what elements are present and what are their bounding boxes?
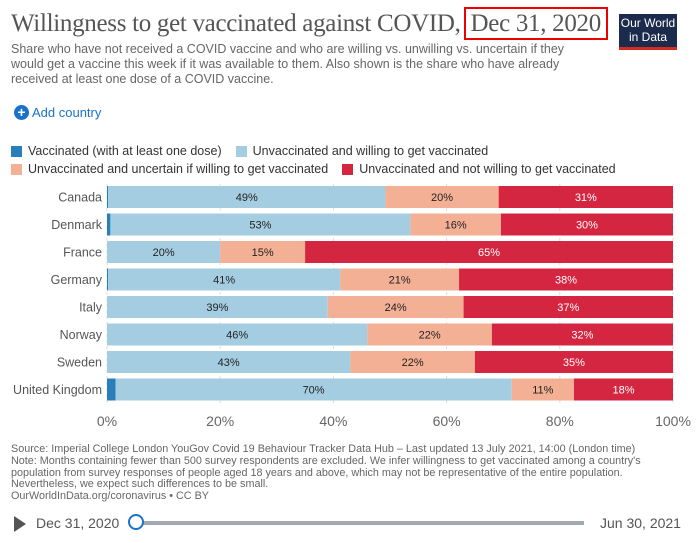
x-tick-label: 100% bbox=[655, 413, 691, 429]
category-label: France bbox=[63, 246, 102, 260]
legend-label: Unvaccinated and willing to get vaccinat… bbox=[252, 144, 489, 158]
data-label: 53% bbox=[249, 220, 271, 232]
owid-logo[interactable]: Our World in Data bbox=[619, 14, 677, 50]
data-label: 15% bbox=[252, 247, 274, 259]
x-tick-label: 0% bbox=[97, 413, 117, 429]
plus-circle-icon: + bbox=[14, 105, 29, 120]
category-label: Italy bbox=[79, 301, 103, 315]
legend-label: Unvaccinated and not willing to get vacc… bbox=[359, 162, 616, 176]
chart-subtitle: Share who have not received a COVID vacc… bbox=[11, 42, 565, 86]
data-label: 39% bbox=[206, 302, 228, 314]
data-label: 22% bbox=[419, 330, 441, 342]
data-label: 43% bbox=[218, 357, 240, 369]
legend-item-willing[interactable]: Unvaccinated and willing to get vaccinat… bbox=[235, 144, 489, 158]
data-label: 20% bbox=[153, 247, 175, 259]
bar-segment bbox=[107, 213, 111, 236]
bar-segment bbox=[573, 378, 673, 401]
legend-label: Unvaccinated and uncertain if willing to… bbox=[28, 162, 329, 176]
data-label: 37% bbox=[557, 302, 579, 314]
x-tick-label: 80% bbox=[546, 413, 574, 429]
legend-swatch bbox=[342, 163, 354, 175]
legend-swatch bbox=[11, 145, 22, 157]
bar-segment bbox=[110, 213, 411, 236]
timeline-end-label: Jun 30, 2021 bbox=[600, 515, 681, 531]
timeline-start-label: Dec 31, 2020 bbox=[36, 515, 120, 531]
bar-segment bbox=[500, 213, 673, 236]
bar-segment bbox=[107, 268, 109, 291]
data-label: 24% bbox=[385, 302, 407, 314]
bar-segment bbox=[327, 296, 464, 318]
bar-segment bbox=[459, 268, 673, 291]
category-label: Germany bbox=[51, 273, 103, 287]
bar-segment bbox=[511, 378, 574, 401]
add-country-button[interactable]: + Add country bbox=[14, 105, 101, 120]
legend-item-uncertain[interactable]: Unvaccinated and uncertain if willing to… bbox=[11, 162, 328, 176]
bar-segment bbox=[410, 213, 501, 236]
data-label: 18% bbox=[612, 385, 634, 397]
legend-swatch bbox=[11, 163, 22, 175]
category-label: Denmark bbox=[51, 218, 102, 232]
bar-segment bbox=[367, 323, 492, 346]
data-label: 11% bbox=[532, 385, 553, 397]
chart-title: Willingness to get vaccinated against CO… bbox=[11, 7, 608, 40]
note-text: Note: Months containing fewer than 500 s… bbox=[11, 454, 641, 491]
category-label: Canada bbox=[58, 191, 102, 205]
add-country-label: Add country bbox=[32, 105, 102, 120]
timeline-track[interactable] bbox=[134, 521, 584, 525]
legend: Vaccinated (with at least one dose) Unva… bbox=[11, 142, 616, 178]
source-text: Source: Imperial College London YouGov C… bbox=[11, 443, 636, 455]
bar-segment bbox=[107, 241, 221, 263]
data-label: 70% bbox=[303, 385, 325, 397]
bar-segment bbox=[107, 296, 328, 318]
legend-item-unwilling[interactable]: Unvaccinated and not willing to get vacc… bbox=[342, 162, 616, 176]
data-label: 38% bbox=[555, 275, 577, 287]
category-label: Norway bbox=[60, 328, 103, 342]
category-label: Sweden bbox=[57, 356, 102, 370]
data-label: 35% bbox=[563, 357, 585, 369]
bar-segment bbox=[107, 186, 109, 208]
category-label: United Kingdom bbox=[13, 383, 102, 397]
data-label: 32% bbox=[571, 330, 593, 342]
title-text: Willingness to get vaccinated against CO… bbox=[11, 10, 461, 37]
license-link[interactable]: OurWorldInData.org/coronavirus • CC BY bbox=[11, 490, 209, 503]
bar-segment bbox=[115, 378, 512, 401]
footer: Source: Imperial College London YouGov C… bbox=[11, 443, 691, 503]
legend-label: Vaccinated (with at least one dose) bbox=[28, 144, 222, 158]
data-label: 22% bbox=[402, 357, 424, 369]
data-label: 65% bbox=[478, 247, 500, 259]
x-tick-label: 20% bbox=[206, 413, 234, 429]
bar-segment bbox=[340, 268, 460, 291]
data-label: 49% bbox=[236, 192, 258, 204]
stacked-bar-chart: 0% 20% 40% 60% 80% 100% Canada 49% 20% 31% Denmark… bbox=[13, 184, 691, 429]
data-label: 31% bbox=[575, 192, 597, 204]
data-label: 20% bbox=[431, 192, 453, 204]
bar-segment bbox=[220, 241, 306, 263]
bar-segment bbox=[305, 241, 673, 263]
bar-segment bbox=[108, 268, 341, 291]
legend-item-vaccinated[interactable]: Vaccinated (with at least one dose) bbox=[11, 144, 222, 158]
data-label: 21% bbox=[389, 275, 411, 287]
timeline-handle[interactable] bbox=[128, 514, 144, 530]
x-tick-label: 40% bbox=[319, 413, 347, 429]
bar-segment bbox=[463, 296, 673, 318]
bar-segment bbox=[350, 351, 475, 373]
data-label: 41% bbox=[213, 275, 235, 287]
bar-segment bbox=[107, 323, 368, 346]
data-label: 16% bbox=[445, 220, 467, 232]
bar-segment bbox=[385, 186, 499, 208]
title-date: Dec 31, 2020 bbox=[463, 7, 608, 40]
bar-segment bbox=[107, 378, 116, 401]
data-label: 30% bbox=[576, 220, 598, 232]
bar-segment bbox=[491, 323, 673, 346]
x-tick-label: 60% bbox=[433, 413, 461, 429]
legend-swatch bbox=[235, 145, 247, 157]
data-label: 46% bbox=[226, 330, 248, 342]
bar-segment bbox=[474, 351, 673, 373]
bar-segment bbox=[108, 186, 386, 208]
bar-segment bbox=[498, 186, 673, 208]
play-icon[interactable] bbox=[14, 516, 26, 532]
bar-segment bbox=[107, 351, 351, 373]
timeline: Dec 31, 2020 Jun 30, 2021 bbox=[12, 513, 692, 533]
